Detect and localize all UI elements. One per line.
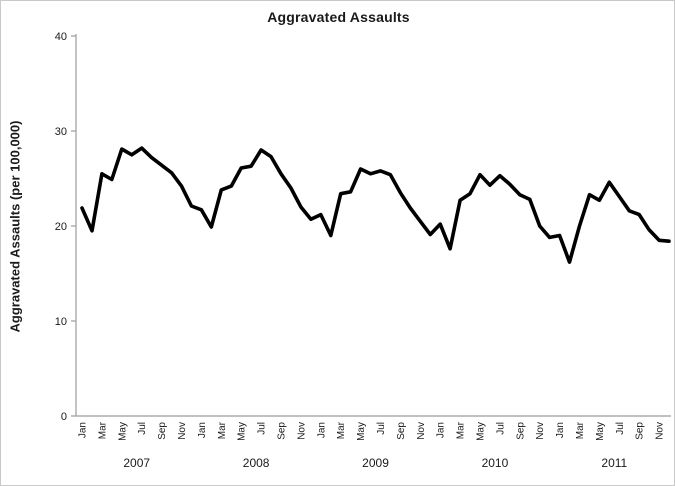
x-month-label: May — [476, 422, 487, 441]
x-month-label: Jul — [495, 422, 506, 435]
x-month-label: Nov — [177, 422, 188, 440]
y-tick-label: 10 — [55, 316, 67, 328]
y-tick-label: 30 — [55, 126, 67, 138]
x-year-label: 2008 — [243, 456, 270, 470]
x-month-label: Jan — [555, 422, 566, 438]
y-tick-label: 0 — [61, 411, 67, 423]
x-month-label: Mar — [217, 421, 228, 439]
x-month-label: Jan — [78, 422, 89, 438]
x-month-label: Sep — [157, 422, 168, 440]
x-year-label: 2007 — [123, 456, 150, 470]
x-month-label: Jan — [197, 422, 208, 438]
x-month-label: Nov — [296, 422, 307, 440]
x-month-label: Nov — [416, 422, 427, 440]
x-month-label: Mar — [456, 421, 467, 439]
x-month-label: Nov — [655, 422, 666, 440]
x-month-label: Jan — [436, 422, 447, 438]
x-month-label: May — [356, 422, 367, 441]
x-month-label: Nov — [535, 422, 546, 440]
x-month-label: Sep — [277, 422, 288, 440]
x-month-label: May — [237, 422, 248, 441]
x-year-label: 2009 — [362, 456, 389, 470]
x-month-label: Jul — [137, 422, 148, 435]
x-month-label: Sep — [635, 422, 646, 440]
y-tick-label: 20 — [55, 221, 67, 233]
chart-title: Aggravated Assaults — [267, 9, 410, 25]
x-year-label: 2011 — [601, 456, 627, 470]
assaults-data-line — [80, 146, 671, 264]
x-month-label: Jul — [376, 422, 387, 435]
x-month-label: Jul — [257, 422, 268, 435]
x-month-label: Jul — [615, 422, 626, 435]
y-tick-label: 40 — [55, 31, 67, 43]
x-month-label: May — [117, 422, 128, 441]
x-month-label: Sep — [396, 422, 407, 440]
x-month-label: May — [595, 422, 606, 441]
x-month-label: Mar — [336, 421, 347, 439]
x-month-label: Mar — [575, 421, 586, 439]
x-month-label: Mar — [97, 421, 108, 439]
x-month-label: Sep — [515, 422, 526, 440]
x-month-label: Jan — [316, 422, 327, 438]
x-year-label: 2010 — [482, 456, 509, 470]
